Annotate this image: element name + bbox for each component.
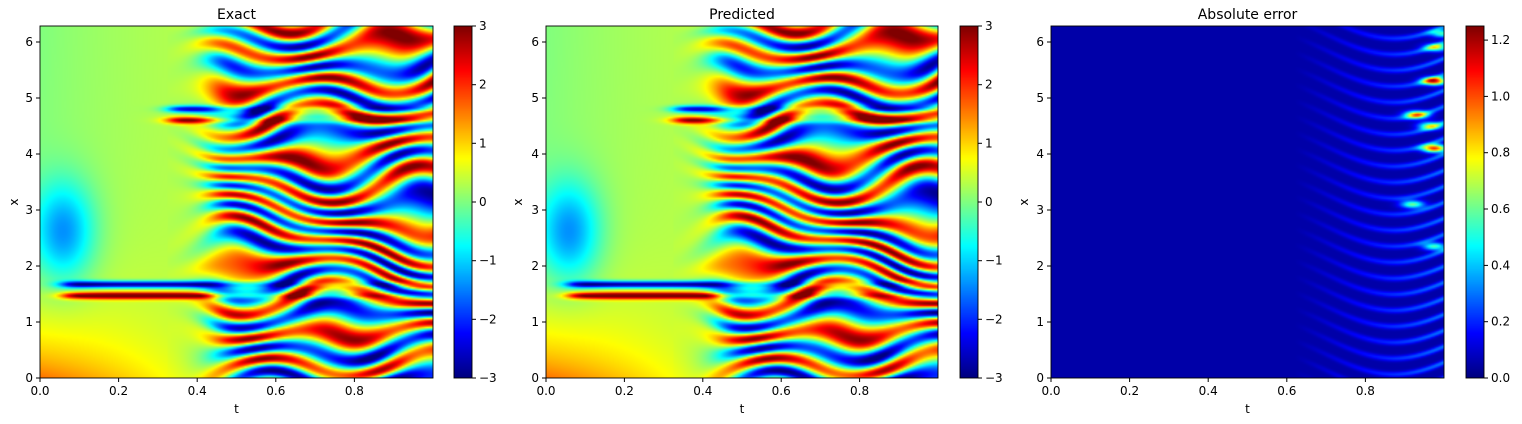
heatmap-absolute-error [1051, 26, 1444, 378]
colorbar-tick-label: 0.6 [1491, 202, 1510, 216]
y-tick-label: 1 [25, 315, 33, 329]
x-tick-label: 0.4 [188, 384, 207, 398]
colorbar-tick-label: −2 [479, 312, 497, 326]
y-tick-label: 4 [1036, 147, 1044, 161]
panel-predicted: Predicted t x 0.0 0.2 0.4 0.6 0.8 0 1 2 … [511, 7, 1003, 416]
colorbar-tick-label: −3 [479, 371, 497, 385]
colorbar-tick-label: 3 [479, 19, 487, 33]
colorbar-tick-label: 2 [985, 78, 993, 92]
y-tick-label: 1 [1036, 315, 1044, 329]
y-axis-label: x [511, 198, 525, 205]
colorbar-tick-label: 0.8 [1491, 146, 1510, 160]
x-tick-label: 0.4 [1199, 384, 1218, 398]
x-tick-label: 0.6 [772, 384, 791, 398]
colorbar-tick-label: 0.4 [1491, 258, 1510, 272]
x-tick-label: 0.2 [615, 384, 634, 398]
x-tick-label: 0.2 [109, 384, 128, 398]
heatmap-predicted [546, 26, 938, 378]
y-tick-label: 5 [25, 91, 33, 105]
colorbar-tick-label: 1 [479, 136, 487, 150]
x-tick-label: 0.0 [536, 384, 555, 398]
colorbar-frame [1465, 25, 1485, 379]
x-tick-label: 0.0 [30, 384, 49, 398]
x-tick-label: 0.2 [1120, 384, 1139, 398]
y-axis-label: x [7, 198, 21, 205]
panel-exact: Exact t x 0.0 0.2 0.4 0.6 0.8 0 1 2 3 4 … [7, 7, 497, 416]
y-tick-label: 2 [25, 259, 33, 273]
colorbar-tick-label: 2 [479, 78, 487, 92]
colorbar-tick-label: −2 [985, 312, 1003, 326]
x-axis-label: t [740, 402, 745, 416]
colorbar-tick-label: 1 [985, 136, 993, 150]
colorbar-tick-label: 0 [479, 195, 487, 209]
panel-absolute-error: Absolute error t x 0.0 0.2 0.4 0.6 0.8 0… [1017, 7, 1510, 416]
x-tick-label: 0.8 [850, 384, 869, 398]
heatmap-exact [40, 26, 433, 378]
y-tick-label: 4 [531, 147, 539, 161]
x-tick-label: 0.4 [693, 384, 712, 398]
colorbar-tick-label: 1.2 [1491, 33, 1510, 47]
y-tick-label: 5 [1036, 91, 1044, 105]
x-axis-label: t [234, 402, 239, 416]
plot-title: Absolute error [1198, 7, 1298, 23]
y-tick-label: 0 [25, 371, 33, 385]
colorbar [960, 26, 978, 378]
axes-frame [1050, 25, 1445, 379]
y-tick-label: 3 [1036, 203, 1044, 217]
colorbar-tick-label: −3 [985, 371, 1003, 385]
y-axis-label: x [1017, 198, 1031, 205]
y-tick-label: 3 [25, 203, 33, 217]
y-tick-label: 0 [531, 371, 539, 385]
colorbar-tick-label: 0.0 [1491, 371, 1510, 385]
y-tick-label: 6 [25, 35, 33, 49]
colorbar [454, 26, 472, 378]
y-tick-label: 1 [531, 315, 539, 329]
colorbar-tick-label: −1 [479, 254, 497, 268]
colorbar-tick-label: 3 [985, 19, 993, 33]
axes-frame [39, 25, 434, 379]
x-tick-label: 0.8 [1356, 384, 1375, 398]
colorbar-tick-label: 1.0 [1491, 89, 1510, 103]
y-tick-label: 0 [1036, 371, 1044, 385]
y-tick-label: 6 [1036, 35, 1044, 49]
colorbar-tick-label: −1 [985, 254, 1003, 268]
y-tick-label: 2 [1036, 259, 1044, 273]
y-tick-label: 3 [531, 203, 539, 217]
colorbar-tick-label: 0 [985, 195, 993, 209]
x-tick-label: 0.6 [266, 384, 285, 398]
y-tick-label: 4 [25, 147, 33, 161]
x-tick-label: 0.6 [1277, 384, 1296, 398]
y-tick-label: 2 [531, 259, 539, 273]
colorbar-tick-label: 0.2 [1491, 315, 1510, 329]
plot-title: Exact [217, 7, 256, 23]
plot-title: Predicted [709, 7, 775, 23]
x-axis-label: t [1245, 402, 1250, 416]
x-tick-label: 0.0 [1041, 384, 1060, 398]
y-tick-label: 6 [531, 35, 539, 49]
colorbar [1466, 26, 1484, 378]
y-tick-label: 5 [531, 91, 539, 105]
x-tick-label: 0.8 [345, 384, 364, 398]
axes-frame [545, 25, 939, 379]
